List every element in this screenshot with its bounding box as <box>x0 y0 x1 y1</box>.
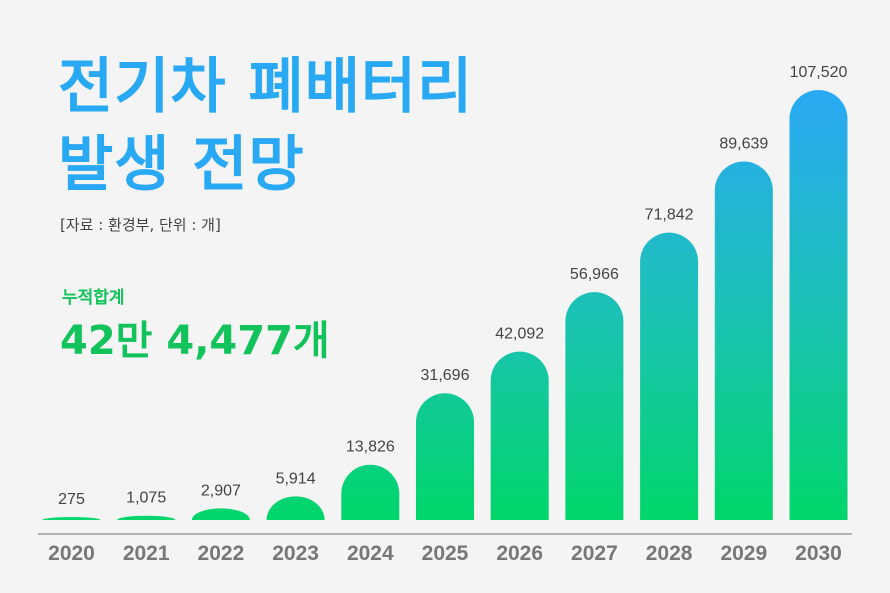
bar-2026 <box>490 351 549 520</box>
bar-2029 <box>714 161 773 521</box>
bar-2020 <box>42 517 101 520</box>
value-label-2024: 13,826 <box>346 439 395 456</box>
bar-2027 <box>565 292 624 520</box>
source-note: [자료 : 환경부, 단위 : 개] <box>60 216 221 234</box>
bar-2022 <box>191 508 250 520</box>
year-label-2030: 2030 <box>795 542 842 565</box>
bar-2028 <box>640 232 699 520</box>
year-label-2029: 2029 <box>720 542 767 565</box>
bar-2021 <box>117 515 176 520</box>
bar-2030 <box>789 90 848 520</box>
value-label-2022: 2,907 <box>201 482 241 499</box>
year-label-2022: 2022 <box>198 542 245 565</box>
value-label-2028: 71,842 <box>645 207 694 224</box>
year-label-2025: 2025 <box>422 542 469 565</box>
value-label-2025: 31,696 <box>421 367 470 384</box>
bar-2024 <box>341 464 400 520</box>
value-label-2020: 275 <box>58 491 85 508</box>
total-value: 42만 4,477개 <box>60 318 330 364</box>
chart-title: 전기차 폐배터리 발생 전망 <box>58 48 473 204</box>
year-label-2026: 2026 <box>496 542 543 565</box>
year-label-2027: 2027 <box>571 542 618 565</box>
year-label-2024: 2024 <box>347 542 394 565</box>
year-label-2028: 2028 <box>646 542 693 565</box>
value-label-2030: 107,520 <box>790 64 848 81</box>
value-label-2027: 56,966 <box>570 266 619 283</box>
bar-2023 <box>266 496 325 520</box>
value-label-2021: 1,075 <box>126 490 166 507</box>
year-label-2023: 2023 <box>272 542 319 565</box>
year-label-2021: 2021 <box>123 542 170 565</box>
bar-2025 <box>416 393 474 520</box>
value-label-2026: 42,092 <box>495 326 544 343</box>
value-label-2023: 5,914 <box>276 470 316 487</box>
total-label: 누적합계 <box>62 288 125 308</box>
title-line-1: 전기차 폐배터리 <box>58 52 474 122</box>
year-label-2020: 2020 <box>48 542 95 565</box>
value-label-2029: 89,639 <box>719 136 768 153</box>
title-line-2: 발생 전망 <box>58 130 305 200</box>
